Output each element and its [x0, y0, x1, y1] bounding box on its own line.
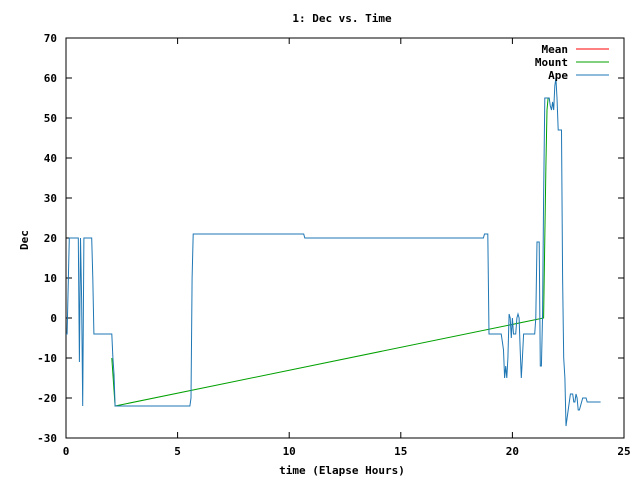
y-axis-label: Dec — [18, 230, 31, 250]
chart-title: 1: Dec vs. Time — [292, 12, 392, 25]
x-tick-label: 25 — [617, 445, 630, 458]
y-tick-label: 20 — [44, 232, 57, 245]
series-line-ape — [66, 77, 601, 427]
x-tick-label: 10 — [283, 445, 296, 458]
series-lines — [66, 77, 601, 427]
x-axis-label: time (Elapse Hours) — [279, 464, 405, 477]
y-tick-label: -20 — [37, 392, 57, 405]
y-tick-label: 70 — [44, 32, 57, 45]
legend-label-mean: Mean — [542, 43, 569, 56]
x-tick-label: 5 — [174, 445, 181, 458]
y-tick-label: 30 — [44, 192, 57, 205]
series-line-mount — [111, 97, 549, 407]
y-tick-label: -10 — [37, 352, 57, 365]
y-tick-label: 40 — [44, 152, 57, 165]
y-tick-label: -30 — [37, 432, 57, 445]
y-tick-label: 50 — [44, 112, 57, 125]
x-axis-ticks: 0 5 10 15 20 25 — [63, 38, 631, 458]
legend-label-mount: Mount — [535, 56, 568, 69]
legend-label-ape: Ape — [548, 69, 568, 82]
y-tick-label: 0 — [50, 312, 57, 325]
y-tick-label: 60 — [44, 72, 57, 85]
y-tick-label: 10 — [44, 272, 57, 285]
x-tick-label: 0 — [63, 445, 70, 458]
x-tick-label: 15 — [394, 445, 407, 458]
x-tick-label: 20 — [506, 445, 519, 458]
